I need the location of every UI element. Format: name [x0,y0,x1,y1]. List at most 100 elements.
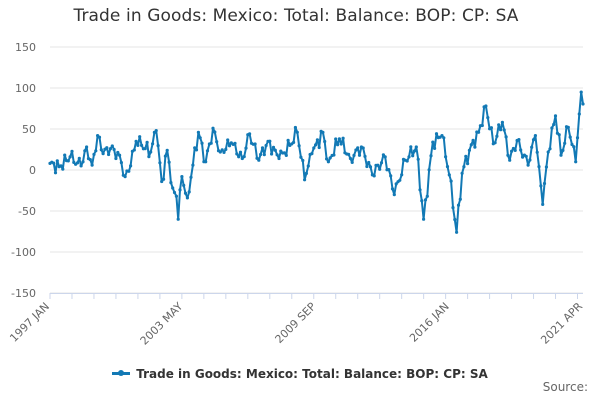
data-point [517,138,521,142]
data-point [70,149,74,153]
data-point [546,150,550,154]
data-point [99,148,103,152]
data-point [456,203,461,207]
data-point [542,181,547,186]
x-tick-label: 2009 SEP [273,300,319,346]
legend[interactable]: Trade in Goods: Mexico: Total: Balance: … [0,364,600,381]
data-point [519,148,523,152]
data-point [497,123,501,127]
data-point [390,187,395,191]
data-point [389,174,393,178]
data-point [118,153,122,157]
data-point [312,146,316,150]
data-point [310,152,314,156]
data-point [282,151,286,155]
data-point [440,134,444,138]
data-point [162,177,166,181]
data-point [548,147,552,151]
data-point [460,171,464,175]
data-point [306,164,310,168]
data-point [495,134,499,138]
data-point [79,164,83,168]
data-point [149,150,153,154]
data-point [299,155,303,159]
data-point [418,188,422,192]
data-point [568,135,572,139]
data-point [489,126,493,130]
legend-label: Trade in Goods: Mexico: Total: Balance: … [136,366,488,381]
data-point [237,155,241,159]
data-point [477,130,481,134]
data-point [242,155,246,159]
x-tick-label: 2021 APR [538,300,585,347]
data-point [354,148,358,152]
data-point [156,144,160,148]
data-point [101,152,105,156]
data-point [116,150,120,155]
data-point [66,159,70,163]
data-point [68,155,72,159]
data-point [383,155,387,159]
data-point [365,164,369,169]
data-point [326,160,330,164]
y-tick-label: -50 [18,205,36,218]
data-point [271,145,276,149]
data-point [339,142,343,146]
y-tick-label: -100 [11,246,36,259]
data-point [138,135,142,139]
data-point [105,146,109,150]
data-point [187,190,191,194]
data-point [176,217,180,221]
data-point [147,155,151,159]
y-tick-label: -150 [11,287,36,300]
data-point [262,153,266,157]
data-point [172,190,177,195]
data-point [63,153,67,157]
data-point [348,156,352,161]
data-point [112,147,116,152]
data-point [444,155,448,159]
data-point [259,152,263,157]
data-point [233,141,237,145]
data-point [442,136,446,140]
data-point [570,142,574,147]
chart-title: Trade in Goods: Mexico: Total: Balance: … [0,6,600,26]
data-point [77,156,81,160]
data-point [97,135,102,139]
data-point [455,230,459,234]
data-point [59,164,63,168]
data-point [513,148,517,152]
data-point [213,130,217,134]
data-point [167,160,171,164]
data-point [341,136,345,140]
data-point [53,171,58,175]
legend-item[interactable]: Trade in Goods: Mexico: Total: Balance: … [112,367,488,381]
data-point [295,130,299,134]
data-point [191,163,195,167]
data-point [160,179,164,184]
data-point [427,168,431,172]
data-point [334,137,338,141]
data-point [531,138,536,142]
data-point [297,144,301,148]
data-point [550,126,554,130]
data-point [264,143,268,148]
data-point [506,153,510,157]
data-point [145,140,149,144]
data-point [376,163,380,167]
data-point [119,161,123,165]
credits-source[interactable]: Source: [542,380,588,394]
data-point [303,178,307,182]
x-tick-label: 2016 JAN [407,300,452,345]
data-point [136,143,140,147]
data-point [183,191,188,195]
data-point [215,140,219,144]
data-point [350,160,354,164]
data-point [504,135,508,139]
data-point [134,139,138,143]
data-point [447,173,451,177]
data-point [500,120,504,124]
data-point [423,198,428,202]
data-point [462,165,466,169]
data-point [292,140,296,144]
